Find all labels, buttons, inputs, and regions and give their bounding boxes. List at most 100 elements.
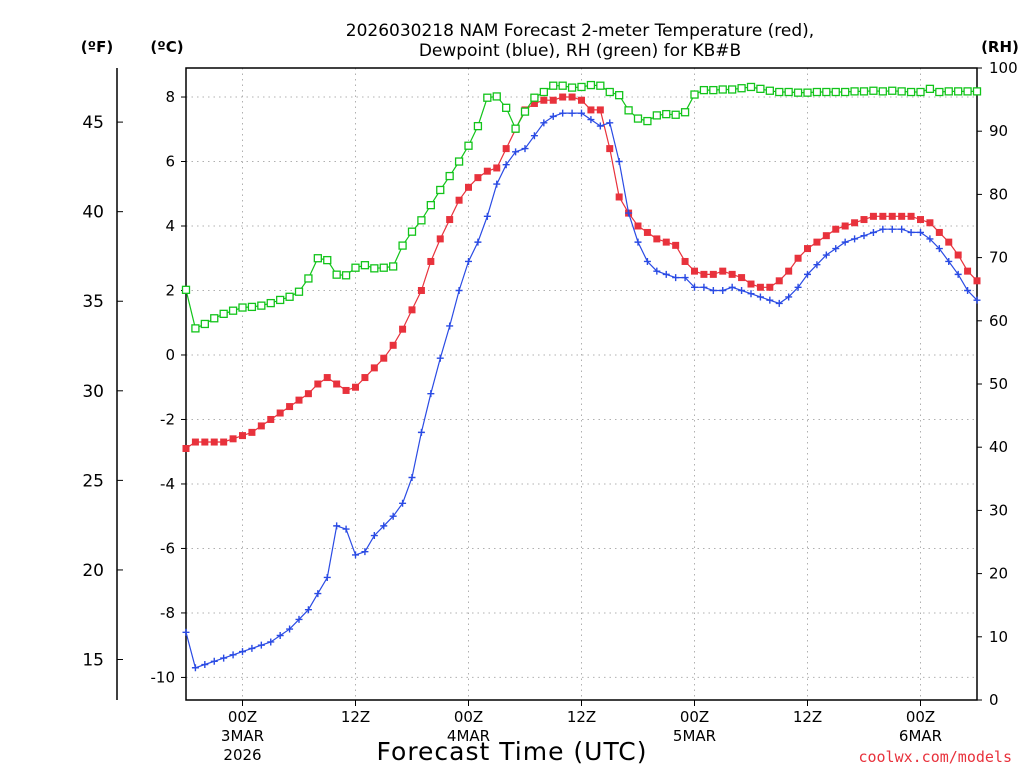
relative-humidity-point bbox=[426, 200, 435, 210]
celsius-tick-label: -10 bbox=[151, 668, 176, 686]
rh-tick-label: 100 bbox=[989, 59, 1018, 77]
fahrenheit-unit-label: (ºF) bbox=[81, 38, 113, 56]
celsius-tick-label: 6 bbox=[165, 153, 175, 171]
relative-humidity-point bbox=[972, 87, 982, 96]
dewpoint-point bbox=[700, 283, 708, 291]
dewpoint-point bbox=[239, 648, 246, 656]
dewpoint-point bbox=[483, 212, 491, 220]
dewpoint-point bbox=[832, 245, 840, 253]
dewpoint-point bbox=[248, 644, 256, 652]
temperature-point bbox=[530, 99, 538, 107]
temperature-point bbox=[248, 428, 256, 436]
celsius-tick-label: -2 bbox=[160, 410, 175, 428]
relative-humidity-point bbox=[294, 287, 304, 296]
dewpoint-point bbox=[926, 235, 934, 243]
temperature-series bbox=[182, 93, 981, 452]
temperature-point bbox=[719, 267, 727, 275]
temperature-point bbox=[568, 93, 576, 101]
x-axis-title: Forecast Time (UTC) bbox=[377, 737, 648, 766]
x-tick-time: 12Z bbox=[567, 708, 596, 726]
temperature-point bbox=[860, 216, 868, 224]
dewpoint-point bbox=[954, 270, 962, 278]
relative-humidity-point bbox=[445, 171, 454, 181]
relative-humidity-point bbox=[954, 87, 963, 96]
relative-humidity-point bbox=[238, 303, 247, 312]
dewpoint-point bbox=[352, 551, 359, 559]
dewpoint-point bbox=[446, 322, 454, 330]
temperature-point bbox=[653, 235, 661, 243]
relative-humidity-point bbox=[398, 241, 407, 250]
temperature-point bbox=[286, 403, 294, 411]
dewpoint-point bbox=[691, 283, 698, 291]
relative-humidity-point bbox=[935, 87, 944, 97]
temperature-point bbox=[879, 212, 887, 220]
dewpoint-point bbox=[907, 228, 915, 236]
dewpoint-point bbox=[606, 119, 614, 127]
temperature-point bbox=[267, 415, 275, 423]
x-tick-day: 5MAR bbox=[673, 727, 716, 745]
dewpoint-point bbox=[191, 664, 199, 672]
temperature-point bbox=[210, 438, 218, 446]
temperature-point bbox=[446, 216, 454, 224]
relative-humidity-point bbox=[502, 103, 511, 112]
dewpoint-point bbox=[634, 238, 642, 246]
dewpoint-point bbox=[502, 161, 510, 169]
relative-humidity-point bbox=[596, 81, 605, 90]
temperature-point bbox=[361, 374, 369, 382]
relative-humidity-point bbox=[313, 254, 322, 263]
rh-tick-label: 70 bbox=[989, 249, 1008, 267]
fahrenheit-tick-label: 40 bbox=[82, 203, 104, 223]
x-tick-time: 00Z bbox=[228, 708, 257, 726]
temperature-point bbox=[728, 270, 736, 278]
celsius-tick-label: 8 bbox=[165, 88, 175, 106]
temperature-point bbox=[323, 374, 331, 382]
relative-humidity-point bbox=[323, 255, 332, 265]
relative-humidity-point bbox=[652, 111, 661, 120]
x-tick-time: 12Z bbox=[793, 708, 822, 726]
temperature-point bbox=[898, 212, 906, 220]
dewpoint-point bbox=[804, 270, 811, 278]
rh-tick-label: 50 bbox=[989, 375, 1008, 393]
relative-humidity-point bbox=[784, 87, 793, 97]
temperature-point bbox=[643, 228, 651, 236]
x-tick-time: 12Z bbox=[341, 708, 370, 726]
temperature-point bbox=[427, 257, 435, 265]
dewpoint-point bbox=[756, 293, 764, 301]
dewpoint-point bbox=[869, 228, 877, 236]
relative-humidity-point bbox=[247, 302, 257, 312]
dewpoint-point bbox=[380, 522, 388, 530]
celsius-tick-label: 0 bbox=[165, 346, 175, 364]
temperature-point bbox=[502, 145, 510, 153]
dewpoint-point bbox=[766, 296, 774, 304]
temperature-point bbox=[408, 306, 416, 314]
relative-humidity-point bbox=[200, 319, 209, 329]
temperature-point bbox=[191, 438, 199, 446]
relative-humidity-point bbox=[389, 262, 398, 271]
rh-unit-label: (RH) bbox=[981, 38, 1019, 56]
temperature-point bbox=[822, 232, 830, 240]
dewpoint-point bbox=[427, 390, 435, 398]
dewpoint-point bbox=[399, 499, 407, 507]
dewpoint-point bbox=[201, 661, 209, 669]
relative-humidity-point bbox=[483, 93, 492, 102]
fahrenheit-tick-label: 20 bbox=[82, 561, 104, 581]
relative-humidity-point bbox=[897, 87, 906, 96]
temperature-point bbox=[935, 228, 943, 236]
relative-humidity-point bbox=[680, 108, 690, 117]
temperature-point bbox=[851, 219, 859, 227]
dewpoint-point bbox=[512, 148, 520, 156]
relative-humidity-point bbox=[878, 87, 887, 96]
dewpoint-point bbox=[295, 615, 303, 623]
temperature-point bbox=[954, 251, 962, 259]
fahrenheit-tick-label: 35 bbox=[82, 292, 104, 312]
dewpoint-point bbox=[578, 109, 585, 117]
relative-humidity-point bbox=[228, 306, 238, 315]
relative-humidity-point bbox=[492, 92, 501, 101]
dewpoint-point bbox=[935, 245, 943, 253]
temperature-point bbox=[342, 386, 350, 394]
dewpoint-point bbox=[220, 654, 228, 662]
celsius-tick-label: 2 bbox=[165, 281, 175, 299]
temperature-point bbox=[257, 422, 265, 430]
credit-link[interactable]: coolwx.com/models bbox=[858, 748, 1012, 766]
